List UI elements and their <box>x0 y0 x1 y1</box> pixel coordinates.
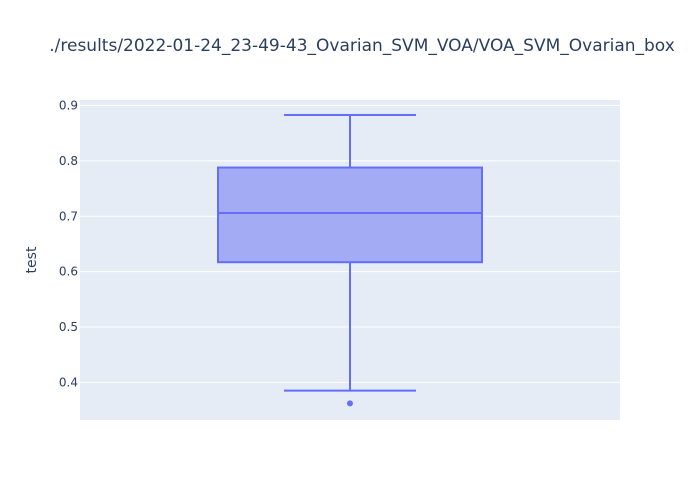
chart-title: ./results/2022-01-24_23-49-43_Ovarian_SV… <box>49 36 675 56</box>
box-series <box>217 113 483 407</box>
y-tick-label: 0.8 <box>59 154 78 168</box>
y-axis-ticks: 0.4 0.5 0.6 0.7 0.8 0.9 <box>59 99 78 390</box>
outlier-point <box>347 400 353 407</box>
box-iqr <box>217 166 483 264</box>
y-tick-label: 0.6 <box>59 265 78 279</box>
y-axis-label: test <box>24 246 40 273</box>
y-tick-label: 0.9 <box>59 99 78 113</box>
y-tick-label: 0.4 <box>59 375 78 389</box>
y-tick-label: 0.7 <box>59 209 78 223</box>
y-tick-label: 0.5 <box>59 320 78 334</box>
